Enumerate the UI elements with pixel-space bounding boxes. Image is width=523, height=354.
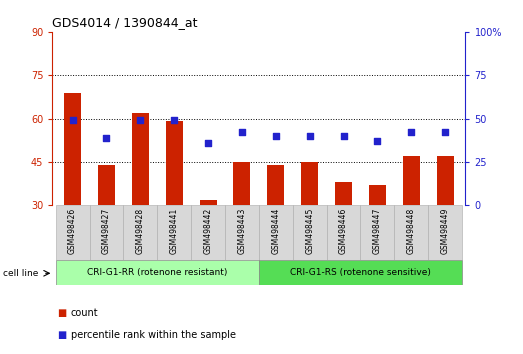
Point — [339, 133, 348, 139]
Bar — [64, 93, 81, 205]
Point — [136, 118, 144, 123]
Text: GSM498447: GSM498447 — [373, 208, 382, 255]
Text: CRI-G1-RR (rotenone resistant): CRI-G1-RR (rotenone resistant) — [87, 268, 228, 277]
Point — [305, 133, 314, 139]
Text: CRI-G1-RS (rotenone sensitive): CRI-G1-RS (rotenone sensitive) — [290, 268, 431, 277]
Bar — [394, 205, 428, 260]
Text: GSM498441: GSM498441 — [170, 208, 179, 254]
Bar — [132, 113, 149, 205]
Bar — [200, 200, 217, 205]
Bar — [428, 205, 462, 260]
Bar — [335, 182, 352, 205]
Point — [69, 118, 77, 123]
Text: GSM498445: GSM498445 — [305, 208, 314, 255]
Point — [170, 118, 178, 123]
Bar — [403, 156, 420, 205]
Text: GDS4014 / 1390844_at: GDS4014 / 1390844_at — [52, 16, 198, 29]
Text: count: count — [71, 308, 98, 318]
Bar — [360, 205, 394, 260]
Bar — [55, 205, 89, 260]
Text: GSM498448: GSM498448 — [407, 208, 416, 254]
Text: GSM498427: GSM498427 — [102, 208, 111, 254]
Text: ■: ■ — [58, 308, 67, 318]
Bar — [166, 121, 183, 205]
Bar — [157, 205, 191, 260]
Point — [103, 135, 111, 141]
Bar — [233, 162, 251, 205]
Bar — [89, 205, 123, 260]
Bar — [123, 205, 157, 260]
Text: GSM498446: GSM498446 — [339, 208, 348, 255]
Text: GSM498442: GSM498442 — [203, 208, 212, 254]
Bar — [225, 205, 259, 260]
Point — [204, 140, 212, 146]
Point — [373, 138, 382, 144]
Bar — [191, 205, 225, 260]
Bar — [259, 260, 462, 285]
Text: GSM498428: GSM498428 — [136, 208, 145, 254]
Bar — [369, 185, 386, 205]
Bar — [437, 156, 453, 205]
Text: GSM498443: GSM498443 — [237, 208, 246, 255]
Text: ■: ■ — [58, 330, 67, 339]
Bar — [327, 205, 360, 260]
Bar — [98, 165, 115, 205]
Bar — [267, 165, 285, 205]
Text: percentile rank within the sample: percentile rank within the sample — [71, 330, 235, 339]
Point — [271, 133, 280, 139]
Text: GSM498426: GSM498426 — [68, 208, 77, 254]
Bar — [259, 205, 293, 260]
Bar — [301, 162, 318, 205]
Bar — [293, 205, 327, 260]
Point — [441, 130, 449, 135]
Point — [407, 130, 415, 135]
Bar — [55, 260, 259, 285]
Point — [238, 130, 246, 135]
Text: GSM498449: GSM498449 — [441, 208, 450, 255]
Text: GSM498444: GSM498444 — [271, 208, 280, 255]
Text: cell line: cell line — [3, 269, 38, 278]
